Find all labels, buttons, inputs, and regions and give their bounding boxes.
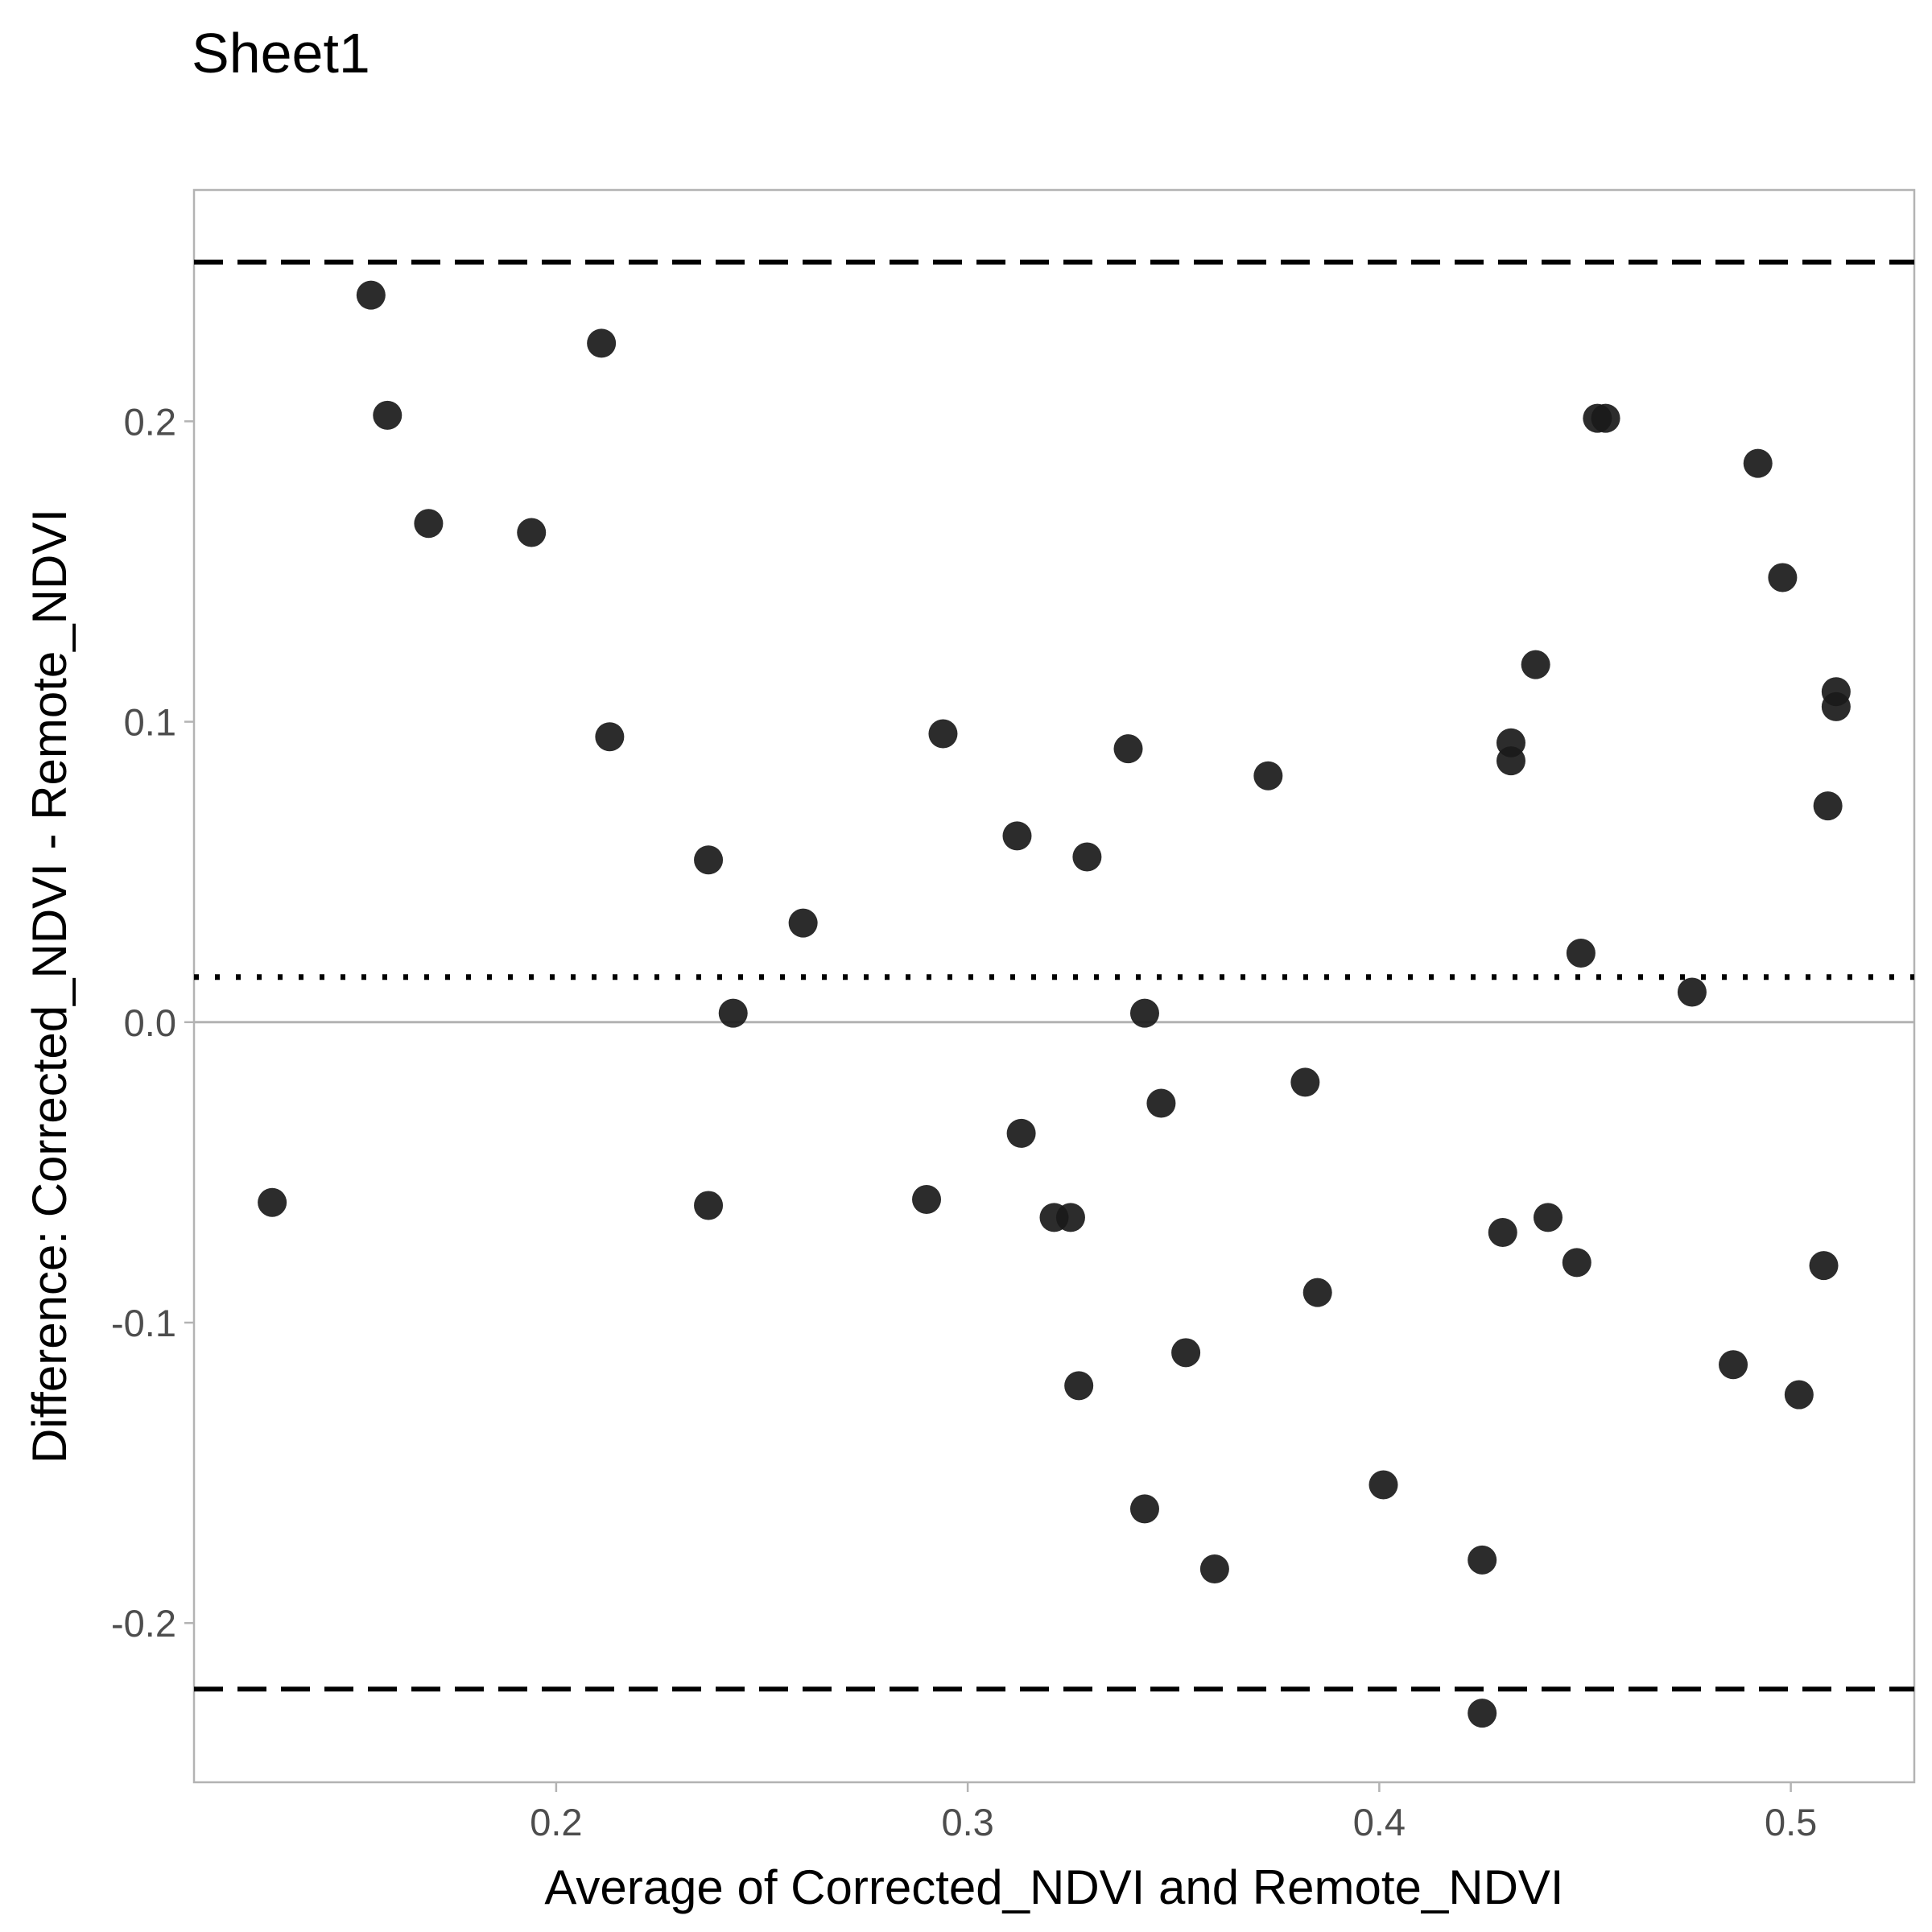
- data-point: [694, 845, 724, 875]
- x-tick-label: 0.4: [1353, 1801, 1406, 1843]
- data-point: [1055, 1203, 1085, 1232]
- data-point: [517, 518, 547, 547]
- data-point: [718, 998, 748, 1028]
- data-point: [1368, 1470, 1398, 1500]
- data-point: [1468, 1699, 1497, 1728]
- data-point: [587, 328, 617, 358]
- data-point: [928, 719, 958, 749]
- data-point: [694, 1191, 724, 1220]
- plot-panel-border: [192, 188, 1916, 1784]
- chart-title: Sheet1: [192, 22, 370, 85]
- data-point: [258, 1187, 287, 1217]
- data-point: [1171, 1338, 1201, 1368]
- data-point: [1002, 821, 1032, 851]
- data-point: [1072, 842, 1102, 872]
- y-tick-label: -0.2: [111, 1602, 176, 1645]
- data-point: [1821, 691, 1851, 721]
- data-point: [1199, 1554, 1229, 1584]
- y-tick-label: -0.1: [111, 1302, 176, 1344]
- data-point: [414, 509, 444, 539]
- data-point: [595, 722, 625, 752]
- y-tick-label: 0.1: [124, 701, 176, 744]
- data-point: [1743, 448, 1773, 478]
- data-point: [1784, 1380, 1814, 1410]
- data-point: [1488, 1218, 1517, 1248]
- data-point: [1591, 403, 1620, 433]
- y-tick-label: 0.0: [124, 1001, 176, 1044]
- y-axis: -0.2 -0.1 0.0 0.1 0.2: [111, 400, 194, 1645]
- x-tick-label: 0.3: [941, 1801, 993, 1843]
- data-point: [1129, 998, 1159, 1028]
- data-point: [788, 908, 818, 938]
- data-point: [1809, 1251, 1839, 1281]
- data-point: [1064, 1371, 1094, 1401]
- data-point: [1719, 1350, 1748, 1380]
- data-point: [1813, 791, 1843, 821]
- reference-lines: [194, 259, 1914, 1692]
- x-tick-label: 0.5: [1765, 1801, 1817, 1843]
- data-point: [1496, 728, 1525, 758]
- data-point: [912, 1184, 942, 1214]
- data-point: [1302, 1278, 1332, 1307]
- data-point: [373, 400, 402, 430]
- data-point: [1129, 1494, 1159, 1524]
- data-point: [1146, 1088, 1176, 1118]
- x-tick-label: 0.2: [530, 1801, 582, 1843]
- data-point: [1566, 938, 1596, 968]
- x-axis: 0.2 0.3 0.4 0.5: [530, 1782, 1817, 1843]
- y-axis-label: Difference: Corrected_NDVI - Remote_NDVI: [23, 509, 76, 1463]
- data-point: [1768, 563, 1798, 592]
- data-point: [1521, 650, 1550, 679]
- data-point: [1533, 1203, 1563, 1232]
- data-point: [1006, 1118, 1036, 1148]
- y-tick-label: 0.2: [124, 400, 176, 443]
- data-points: [258, 280, 1851, 1728]
- x-axis-label: Average of Corrected_NDVI and Remote_NDV…: [544, 1860, 1563, 1914]
- data-point: [1290, 1067, 1320, 1097]
- data-point: [1677, 977, 1707, 1007]
- data-point: [356, 280, 386, 310]
- data-point: [1253, 761, 1283, 791]
- data-point: [1468, 1545, 1497, 1575]
- data-point: [1562, 1248, 1591, 1278]
- data-point: [1113, 734, 1143, 764]
